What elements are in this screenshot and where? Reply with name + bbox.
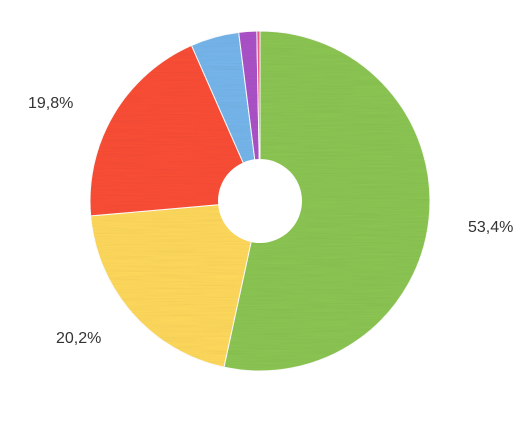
slice-label-2: 20,2%: [56, 330, 101, 347]
pie-slice-6: [256, 30, 261, 202]
slice-label-3: 19,8%: [28, 95, 73, 112]
slices-layer: [89, 30, 431, 372]
donut-hole: [218, 159, 302, 243]
slice-label-1: 53,4%: [468, 219, 513, 236]
pie-slice-1: [223, 30, 431, 372]
pie-slice-3: [89, 44, 261, 217]
labels-layer: 53,4% 20,2% 19,8%: [28, 95, 513, 347]
pie-slice-2: [90, 200, 261, 368]
